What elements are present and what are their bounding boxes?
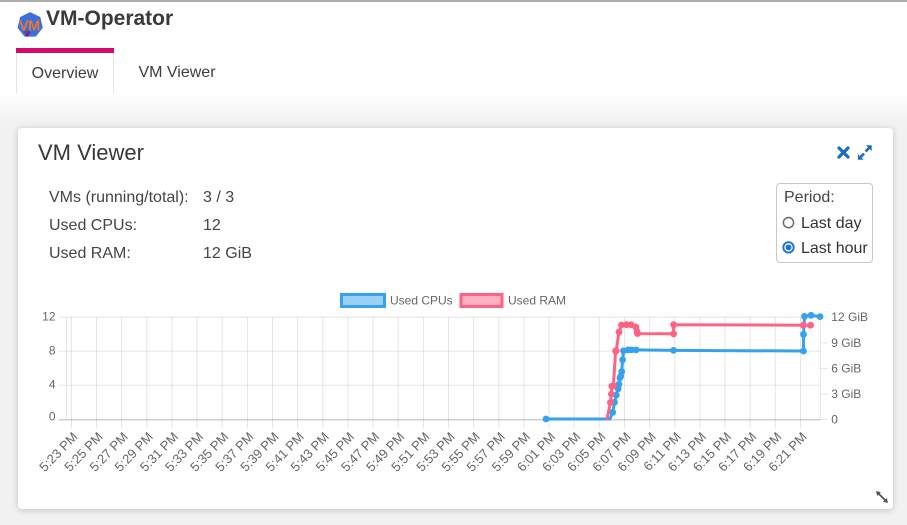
svg-text:3 GiB: 3 GiB bbox=[831, 387, 861, 401]
svg-text:4: 4 bbox=[49, 378, 56, 392]
svg-text:8: 8 bbox=[49, 344, 56, 358]
svg-text:Used CPUs: Used CPUs bbox=[390, 294, 453, 308]
svg-text:VM: VM bbox=[19, 19, 40, 35]
svg-text:Used RAM: Used RAM bbox=[508, 294, 566, 308]
svg-text:12: 12 bbox=[42, 309, 56, 323]
svg-text:0: 0 bbox=[49, 410, 56, 424]
svg-text:9 GiB: 9 GiB bbox=[831, 336, 861, 350]
svg-text:12 GiB: 12 GiB bbox=[831, 310, 868, 324]
svg-text:0: 0 bbox=[831, 412, 838, 426]
svg-text:6 GiB: 6 GiB bbox=[831, 361, 861, 375]
